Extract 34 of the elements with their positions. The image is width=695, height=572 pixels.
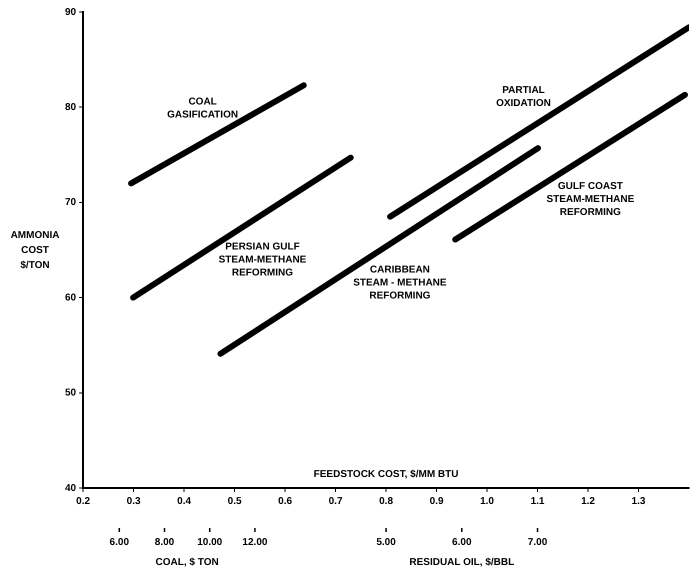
x-tick-label: 0.6 (278, 496, 292, 507)
x-tick-label: 0.7 (328, 496, 343, 507)
series-label: PARTIAL OXIDATION (496, 84, 551, 109)
x-axis-title: FEEDSTOCK COST, $/MM BTU (314, 468, 458, 480)
x-tick-label: 1.0 (480, 496, 494, 507)
x2-tick-label: 8.00 (154, 536, 175, 548)
x-tick-label: 0.3 (126, 496, 141, 507)
y-tick-label: 40 (65, 482, 77, 494)
text: RESIDUAL OIL, $/BBL (409, 556, 514, 568)
x2-tick-label: 12.00 (242, 536, 268, 548)
series-label: COAL GASIFICATION (167, 96, 238, 120)
y-tick-label: 90 (65, 6, 77, 18)
x-tick-label: 1.3 (632, 496, 646, 507)
x-tick-label: 0.8 (379, 496, 394, 507)
x-tick-label: 0.9 (430, 496, 444, 507)
y-tick-label: 80 (65, 102, 77, 113)
x-tick-label: 0.4 (177, 496, 192, 507)
x-tick-label: 0.5 (228, 496, 242, 507)
text: 5.00 (376, 536, 396, 548)
series-label: CARIBBEAN STEAM - METHANE REFORMING (353, 264, 447, 302)
text: 7.00 (528, 536, 548, 548)
x2-tick-label: 10.00 (197, 536, 223, 548)
y-tick-label: 50 (65, 388, 77, 399)
x2-tick-label: 6.00 (110, 536, 130, 548)
x-tick-label: 1.2 (581, 496, 596, 507)
series-label: GULF COAST STEAM-METHANE REFORMING (546, 181, 635, 218)
y-tick-label: 60 (65, 292, 77, 304)
y-tick-label: 70 (65, 197, 77, 208)
x2-axis-title: COAL, $ TON (156, 556, 219, 568)
series-label: PERSIAN GULF STEAM-METHANE REFORMING (218, 241, 307, 278)
x-tick-label: 0.2 (76, 496, 91, 507)
text: 6.00 (452, 536, 472, 548)
y-axis-title: AMMONIA COST $/TON (10, 230, 60, 271)
x-tick-label: 1.1 (530, 496, 545, 507)
